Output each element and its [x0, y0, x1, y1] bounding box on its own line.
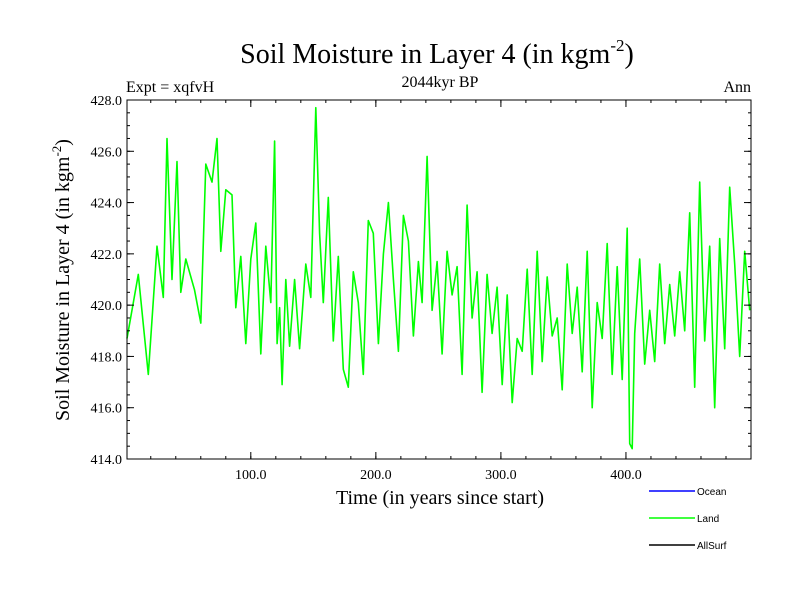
y-tick-label: 418.0 — [91, 350, 123, 365]
plot-frame — [126, 99, 752, 460]
series-line-land — [126, 106, 751, 450]
y-tick-label: 420.0 — [91, 299, 123, 314]
legend-label-land: Land — [697, 514, 719, 525]
x-tick-label: 200.0 — [360, 468, 392, 483]
y-tick-label: 426.0 — [91, 145, 123, 160]
tick-layer: 414.0 416.0 418.0 420.0 422.0 424.0 426.0 428.0… — [91, 94, 751, 483]
x-tick-label: 400.0 — [610, 468, 642, 483]
y-tick-label: 424.0 — [91, 197, 123, 212]
experiment-label: Expt = xqfvH — [126, 79, 215, 96]
x-axis-label: Time (in years since start) — [336, 487, 544, 509]
y-axis-label: Soil Moisture in Layer 4 (in kgm-2) — [49, 139, 74, 421]
y-tick-label: 422.0 — [91, 248, 123, 263]
y-tick-label: 416.0 — [91, 402, 123, 417]
legend-label-ocean: Ocean — [697, 487, 726, 498]
y-tick-label: 428.0 — [91, 94, 123, 109]
chart-subtitle: 2044kyr BP — [402, 74, 479, 91]
legend: Ocean Land AllSurf — [649, 487, 727, 552]
series-layer — [126, 106, 751, 450]
season-label: Ann — [723, 79, 751, 96]
y-tick-label: 414.0 — [91, 453, 123, 468]
chart-title: Soil Moisture in Layer 4 (in kgm-2) — [240, 36, 634, 70]
legend-label-allsurf: AllSurf — [697, 541, 727, 552]
x-tick-label: 300.0 — [485, 468, 517, 483]
x-tick-label: 100.0 — [235, 468, 267, 483]
